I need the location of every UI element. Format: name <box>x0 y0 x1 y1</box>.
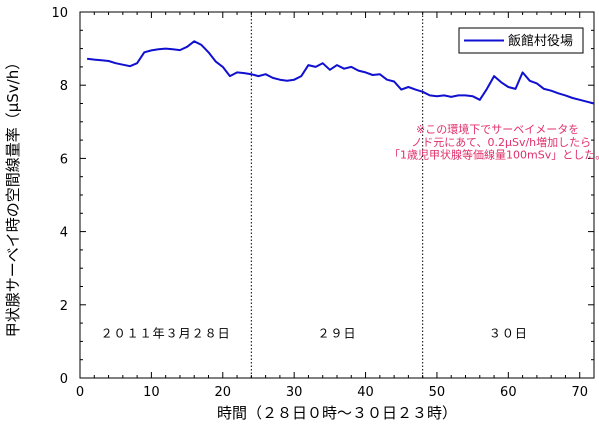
y-tick-label: 10 <box>51 6 68 21</box>
day-label: ３０日 <box>489 327 528 341</box>
plot-area <box>79 11 595 379</box>
ticks-group: 0 10 20 30 40 50 60 70 0 2 4 6 8 10 <box>51 6 595 400</box>
day-label: ２９日 <box>317 327 356 341</box>
x-tick-label: 50 <box>429 385 446 400</box>
annotation-line: 「1歳児甲状腺等価線量100mSv」とした。 <box>389 148 599 162</box>
y-tick-label: 8 <box>60 79 68 94</box>
series-line <box>86 40 595 105</box>
y-tick-label: 4 <box>60 226 68 241</box>
x-tick-label: 60 <box>500 385 517 400</box>
legend-label: 飯館村役場 <box>508 34 573 49</box>
x-axis-title: 時間（２８日０時〜３０日２３時） <box>217 404 457 422</box>
x-tick-label: 70 <box>571 385 588 400</box>
y-axis-title: 甲状腺サーベイ時の空間線量率（μSv/h） <box>4 55 22 338</box>
x-tick-label: 40 <box>357 385 374 400</box>
x-tick-label: 0 <box>76 385 84 400</box>
annotation-line: ノド元にあて、0.2μSv/h増加したら <box>411 136 591 149</box>
x-tick-label: 20 <box>215 385 232 400</box>
x-tick-label: 10 <box>143 385 160 400</box>
series-group <box>86 40 595 105</box>
y-tick-label: 2 <box>60 299 68 314</box>
x-tick-label: 30 <box>286 385 303 400</box>
day-labels: ２０１１年３月２８日 ２９日 ３０日 <box>101 327 528 341</box>
legend-box <box>458 27 584 54</box>
annotation-line: ※この環境下でサーベイメータを <box>416 122 579 136</box>
day-label: ２０１１年３月２８日 <box>101 327 231 341</box>
y-tick-label: 6 <box>60 152 68 167</box>
y-tick-label: 0 <box>60 372 68 387</box>
annotation: ※この環境下でサーベイメータをノド元にあて、0.2μSv/h増加したら「1歳児甲… <box>389 122 599 162</box>
day-boundaries <box>250 12 424 378</box>
legend: 飯館村役場 <box>458 27 584 54</box>
